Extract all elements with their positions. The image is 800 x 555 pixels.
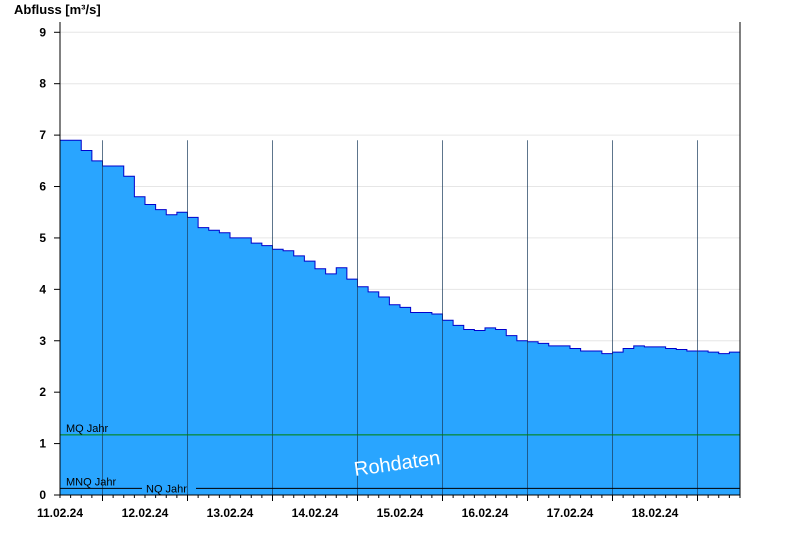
x-tick-label: 16.02.24 [462,506,509,520]
day-separators [102,140,698,495]
y-tick-label: 1 [39,437,46,451]
reference-lines: MQ Jahr MNQ Jahr NQ Jahr [60,423,740,495]
nq-label: NQ Jahr [146,483,187,495]
x-ticks: 11.02.24 12.02.24 13.02.24 14.02.24 15.02.24… [37,495,741,520]
x-tick-label: 12.02.24 [122,506,169,520]
y-tick-label: 5 [39,231,46,245]
mq-label: MQ Jahr [66,423,109,435]
y-tick-label: 2 [39,385,46,399]
x-tick-label: 18.02.24 [632,506,679,520]
x-tick-label: 11.02.24 [37,506,83,520]
x-tick-label: 17.02.24 [547,506,594,520]
y-tick-label: 9 [39,25,46,39]
y-tick-label: 4 [39,282,46,296]
x-tick-label: 15.02.24 [377,506,424,520]
y-tick-label: 8 [39,77,46,91]
y-ticks: 0 1 2 3 4 5 6 7 8 9 [39,25,60,502]
discharge-area [60,140,740,495]
y-tick-label: 7 [39,128,46,142]
y-tick-label: 3 [39,334,46,348]
mnq-label: MNQ Jahr [66,476,116,488]
discharge-line [60,139,741,355]
y-tick-label: 0 [39,488,46,502]
x-tick-label: 14.02.24 [292,506,339,520]
y-tick-label: 6 [39,180,46,194]
x-tick-label: 13.02.24 [207,506,254,520]
y-axis-label: Abfluss [m³/s] [14,2,101,17]
